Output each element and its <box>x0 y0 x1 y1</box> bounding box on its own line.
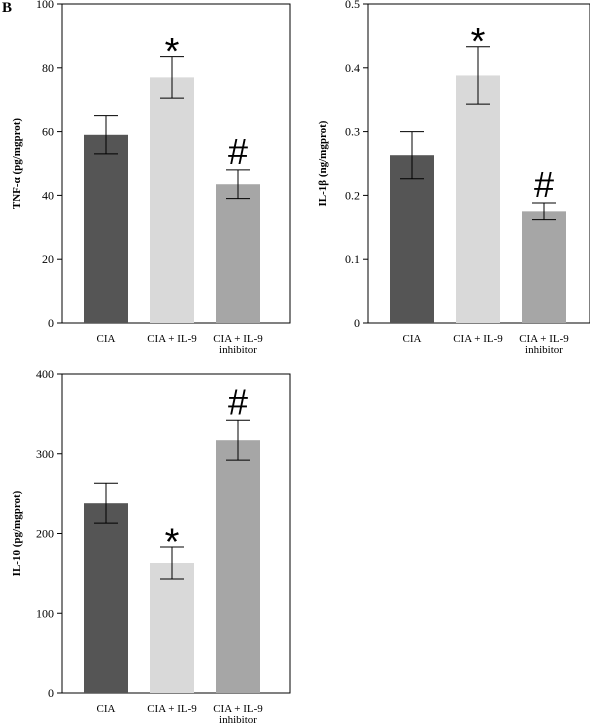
bar <box>150 563 194 693</box>
category-label: CIA <box>97 333 116 345</box>
category-label: CIA <box>97 703 116 715</box>
significance-hash: # <box>534 164 554 205</box>
y-tick-label: 60 <box>42 125 54 139</box>
significance-asterisk: * <box>471 21 486 63</box>
y-tick-label: 0.3 <box>345 125 360 139</box>
bar <box>84 503 128 693</box>
bar <box>150 77 194 324</box>
y-axis-label: IL-10 (pg/mgprot) <box>11 490 23 576</box>
bar <box>456 75 500 324</box>
bar <box>84 134 128 323</box>
y-tick-label: 80 <box>42 61 54 75</box>
category-label: inhibitor <box>219 714 257 726</box>
bar <box>216 184 260 323</box>
significance-hash: # <box>228 131 248 172</box>
y-tick-label: 0 <box>48 316 54 330</box>
chart-2: 0 0.1 0.2 0.3 0.4 0.5 IL-1β (ng/mgprot) CIA CIA … <box>317 0 590 356</box>
y-tick-label: 100 <box>36 0 54 11</box>
y-tick-label: 300 <box>36 447 54 461</box>
y-axis-label: IL-1β (ng/mgprot) <box>317 120 329 206</box>
panel-letter: B <box>2 0 13 16</box>
bar <box>216 440 260 693</box>
category-label: CIA + IL-9 <box>453 333 503 345</box>
y-tick-label: 40 <box>42 188 54 202</box>
chart-3: 0 100 200 300 400 IL-10 (pg/mgprot) CIA CIA + I… <box>11 367 291 726</box>
category-label: CIA + IL-9 <box>147 703 197 715</box>
y-tick-label: 100 <box>36 606 54 620</box>
y-tick-label: 200 <box>36 527 54 541</box>
y-tick-label: 0 <box>48 686 54 700</box>
y-tick-label: 0.1 <box>345 252 360 266</box>
y-tick-label: 20 <box>42 252 54 266</box>
category-label: inhibitor <box>219 344 257 356</box>
category-label: CIA <box>403 333 422 345</box>
category-label: CIA + IL-9 <box>213 333 263 345</box>
y-tick-label: 0.4 <box>345 61 360 75</box>
significance-hash: # <box>228 381 248 422</box>
y-tick-label: 400 <box>36 367 54 381</box>
category-label: CIA + IL-9 <box>213 703 263 715</box>
bar <box>390 155 434 323</box>
y-tick-label: 0.2 <box>345 188 360 202</box>
significance-asterisk: * <box>165 521 180 563</box>
significance-asterisk: * <box>165 31 180 73</box>
chart-1: 0 20 40 60 80 100 TNF-α (pg/mgprot) CIA CIA + IL… <box>11 0 291 356</box>
y-axis-label: TNF-α (pg/mgprot) <box>11 118 23 210</box>
category-label: inhibitor <box>525 344 563 356</box>
y-tick-label: 0 <box>354 316 360 330</box>
y-tick-label: 0.5 <box>345 0 360 11</box>
category-label: CIA + IL-9 <box>519 333 569 345</box>
category-label: CIA + IL-9 <box>147 333 197 345</box>
bar <box>522 211 566 323</box>
